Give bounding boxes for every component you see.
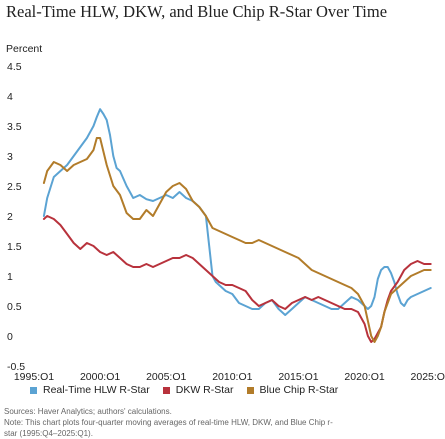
legend-label-hlw: Real-Time HLW R-Star xyxy=(43,384,150,396)
series-line-hlw xyxy=(42,108,432,316)
series-line-bluechip xyxy=(42,137,432,343)
legend-item-dkw: DKW R-Star xyxy=(162,384,234,396)
chart-notes: Sources: Haver Analytics; authors' calcu… xyxy=(4,406,440,439)
x-tick-label: 1995:Q1 xyxy=(14,371,54,380)
x-tick-label: 2015:Q1 xyxy=(278,371,318,380)
legend-item-bluechip: Blue Chip R-Star xyxy=(246,384,339,396)
legend-swatch-dkw xyxy=(162,386,170,394)
x-tick-label: 2025:Q1 xyxy=(411,371,445,380)
y-tick-label: 2.5 xyxy=(7,181,22,193)
y-tick-label: 4 xyxy=(7,91,13,103)
legend-label-bluechip: Blue Chip R-Star xyxy=(259,384,339,396)
y-tick-label: 0.5 xyxy=(7,301,22,313)
x-tick-label: 2000:Q1 xyxy=(80,371,120,380)
y-tick-label: 0 xyxy=(7,331,13,343)
legend-item-hlw: Real-Time HLW R-Star xyxy=(30,384,150,396)
y-tick-label: 3 xyxy=(7,151,13,163)
legend-swatch-hlw xyxy=(30,386,37,394)
sources-text: Sources: Haver Analytics; authors' calcu… xyxy=(4,407,172,416)
y-axis-label: Percent xyxy=(6,43,43,55)
x-tick-label: 2020:Q1 xyxy=(344,371,384,380)
chart-legend: Real-Time HLW R-Star DKW R-Star Blue Chi… xyxy=(30,384,440,396)
x-tick-label: 2005:Q1 xyxy=(146,371,186,380)
legend-label-dkw: DKW R-Star xyxy=(175,384,234,396)
y-tick-label: 3.5 xyxy=(7,121,22,133)
y-tick-label: -0.5 xyxy=(7,361,25,373)
y-tick-label: 2 xyxy=(7,211,13,223)
y-tick-label: 1.5 xyxy=(7,241,22,253)
legend-swatch-bluechip xyxy=(246,386,254,394)
y-tick-label: 1 xyxy=(7,271,13,283)
y-tick-label: 4.5 xyxy=(7,61,22,73)
line-chart: -0.5 0 0.5 1 1.5 2 2.5 3 3.5 4 4.5 1995:Q1 2000:Q1 2… xyxy=(7,61,445,380)
note-line-1: Note: This chart plots four-quarter movi… xyxy=(4,418,333,427)
x-tick-label: 2010:Q1 xyxy=(212,371,252,380)
chart-title: Real-Time HLW, DKW, and Blue Chip R-Star… xyxy=(6,2,388,21)
series-line-dkw xyxy=(42,215,432,343)
